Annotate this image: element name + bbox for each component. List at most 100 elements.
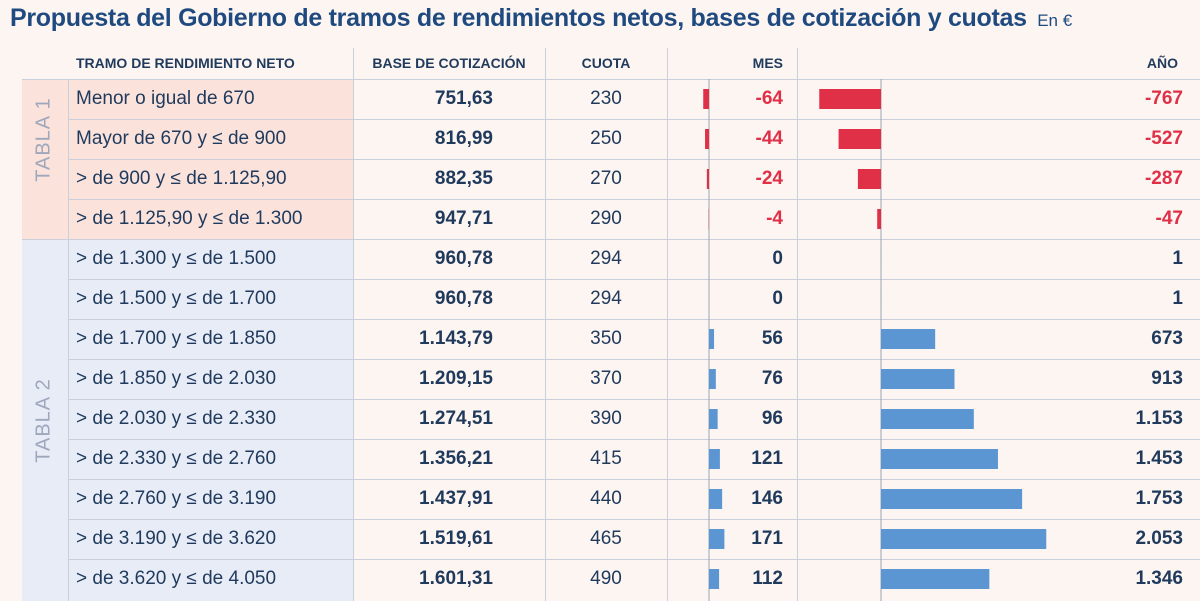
anyo-value-label: -287 (1144, 168, 1183, 189)
row-separator (68, 199, 1200, 200)
tramo-cell: > de 3.620 y ≤ de 4.050 (76, 568, 277, 589)
anyo-bar (881, 489, 1023, 509)
cuota-cell: 250 (590, 128, 622, 149)
mes-value-label: 76 (761, 368, 783, 389)
cuota-cell: 370 (590, 368, 622, 389)
anyo-value-label: 1.153 (1135, 408, 1183, 429)
mes-value-label: 96 (761, 408, 783, 429)
tramo-cell: > de 1.125,90 y ≤ de 1.300 (76, 208, 303, 229)
mes-bar (709, 489, 723, 509)
anyo-bar (877, 209, 881, 229)
mes-value-label: 121 (751, 448, 783, 469)
anyo-bar (819, 89, 881, 109)
mes-value-label: -44 (755, 128, 783, 149)
row-separator (68, 479, 1200, 480)
base-cell: 947,71 (434, 208, 493, 229)
base-cell: 751,63 (434, 88, 493, 109)
anyo-bar (881, 569, 990, 589)
mes-bar (709, 329, 715, 349)
tramo-cell: > de 2.330 y ≤ de 2.760 (76, 448, 277, 469)
tramo-cell: > de 1.700 y ≤ de 1.850 (76, 328, 277, 349)
col-header-mes: MES (752, 55, 783, 71)
base-cell: 1.209,15 (419, 368, 493, 389)
row-separator (22, 239, 68, 240)
row-separator (68, 159, 1200, 160)
row-separator (68, 239, 1200, 240)
tramo-cell: > de 3.190 y ≤ de 3.620 (76, 528, 277, 549)
mes-value-label: 171 (751, 528, 783, 549)
row-separator (68, 439, 1200, 440)
base-cell: 1.143,79 (419, 328, 493, 349)
col-header-base: BASE DE COTIZACIÓN (372, 55, 526, 71)
cuota-cell: 294 (590, 288, 622, 309)
cuota-cell: 230 (590, 88, 622, 109)
base-cell: 1.274,51 (419, 408, 493, 429)
col-separator (545, 48, 546, 601)
row-separator (68, 119, 1200, 120)
anyo-value-label: 673 (1151, 328, 1183, 349)
mes-value-label: -64 (755, 88, 783, 109)
base-cell: 816,99 (434, 128, 493, 149)
row-separator (68, 519, 1200, 520)
row-separator (68, 359, 1200, 360)
mes-value-label: -4 (766, 208, 783, 229)
mes-bar (709, 569, 720, 589)
mes-value-label: 56 (761, 328, 783, 349)
cuota-cell: 290 (590, 208, 622, 229)
anyo-bar (881, 529, 1047, 549)
mes-bar (709, 369, 716, 389)
anyo-value-label: 1.346 (1135, 568, 1183, 589)
tramo-cell: > de 2.760 y ≤ de 3.190 (76, 488, 277, 509)
anyo-value-label: 1.753 (1135, 488, 1183, 509)
anyo-bar (881, 409, 974, 429)
tramo-cell: Mayor de 670 y ≤ de 900 (76, 128, 287, 149)
cuota-cell: 390 (590, 408, 622, 429)
row-separator (68, 399, 1200, 400)
col-separator (68, 79, 69, 601)
tramo-cell: Menor o igual de 670 (76, 88, 255, 109)
tabla2-band (22, 239, 353, 601)
cuota-cell: 350 (590, 328, 622, 349)
cuota-cell: 440 (590, 488, 622, 509)
anyo-value-label: 2.053 (1135, 528, 1183, 549)
mes-bar (706, 169, 709, 189)
anyo-value-label: 1.453 (1135, 448, 1183, 469)
col-separator (667, 48, 668, 601)
base-cell: 960,78 (434, 288, 493, 309)
mes-bar (705, 129, 709, 149)
col-header-anyo: AÑO (1146, 55, 1178, 71)
mes-bar (703, 89, 709, 109)
cuota-cell: 465 (590, 528, 622, 549)
tramo-cell: > de 1.850 y ≤ de 2.030 (76, 368, 277, 389)
cuota-cell: 270 (590, 168, 622, 189)
anyo-bar (881, 369, 955, 389)
tramo-cell: > de 1.300 y ≤ de 1.500 (76, 248, 277, 269)
mes-value-label: 112 (752, 568, 783, 589)
base-cell: 1.437,91 (419, 488, 493, 509)
anyo-value-label: 1 (1172, 288, 1183, 309)
cuota-cell: 490 (590, 568, 622, 589)
chart-title: Propuesta del Gobierno de tramos de rend… (10, 4, 1027, 32)
mes-bar (709, 449, 720, 469)
row-separator (68, 319, 1200, 320)
anyo-bar (838, 129, 881, 149)
col-separator (797, 48, 798, 601)
mes-value-label: -24 (755, 168, 783, 189)
mes-value-label: 0 (772, 248, 783, 269)
anyo-value-label: 913 (1151, 368, 1183, 389)
anyo-bar (881, 329, 936, 349)
row-separator (22, 79, 1200, 80)
anyo-bar (857, 169, 881, 189)
tramo-cell: > de 900 y ≤ de 1.125,90 (76, 168, 287, 189)
col-header-cuota: CUOTA (581, 55, 631, 71)
mes-bar (709, 409, 718, 429)
chart-unit: En € (1037, 11, 1073, 30)
mes-value-label: 0 (772, 288, 783, 309)
base-cell: 882,35 (434, 168, 493, 189)
mes-value-label: 146 (751, 488, 783, 509)
col-separator (353, 48, 354, 601)
row-separator (68, 559, 1200, 560)
cuota-cell: 294 (590, 248, 622, 269)
mes-bar (709, 529, 725, 549)
